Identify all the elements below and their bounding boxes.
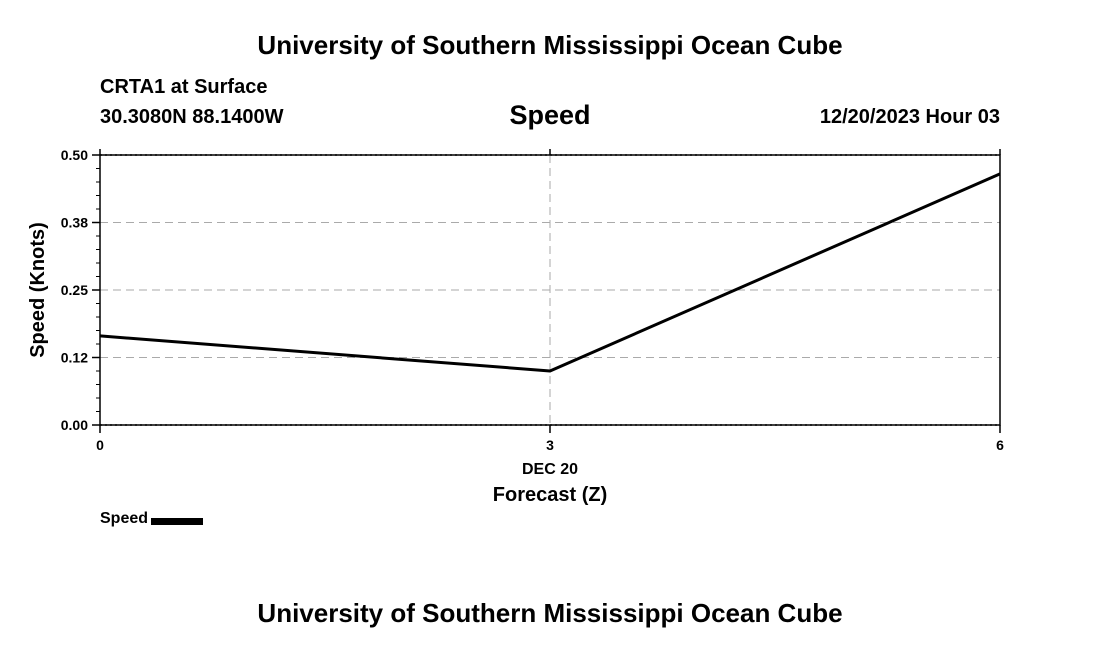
- legend-label: Speed: [100, 510, 149, 527]
- x-tick-label: 0: [96, 437, 104, 453]
- y-axis-label: Speed (Knots): [27, 222, 49, 358]
- page-title: University of Southern Mississippi Ocean…: [257, 30, 843, 60]
- series-line-speed: [99, 172, 1001, 373]
- station-coordinates: 30.3080N 88.1400W: [100, 106, 284, 128]
- y-tick-label: 0.12: [61, 350, 88, 366]
- grid-lines: [100, 154, 1000, 426]
- y-tick-label: 0.50: [61, 147, 88, 163]
- footer-title: University of Southern Mississippi Ocean…: [257, 598, 843, 628]
- legend-swatch: [151, 517, 204, 525]
- x-axis-label: Forecast (Z): [493, 484, 607, 506]
- series-layer: [99, 172, 1001, 373]
- axis-ticks: 0.00 0.12 0.25 0.38 0.50 0 3 6: [61, 147, 1004, 453]
- y-tick-label: 0.00: [61, 417, 88, 433]
- y-tick-label: 0.38: [61, 215, 88, 231]
- x-tick-label: 6: [996, 437, 1004, 453]
- forecast-timestamp: 12/20/2023 Hour 03: [819, 106, 1000, 128]
- legend: Speed: [100, 510, 204, 528]
- chart-title: Speed: [509, 100, 591, 130]
- x-axis-date-label: DEC 20: [522, 461, 578, 478]
- station-label: CRTA1 at Surface: [100, 76, 268, 98]
- x-tick-label: 3: [546, 437, 554, 453]
- y-tick-label: 0.25: [61, 282, 88, 298]
